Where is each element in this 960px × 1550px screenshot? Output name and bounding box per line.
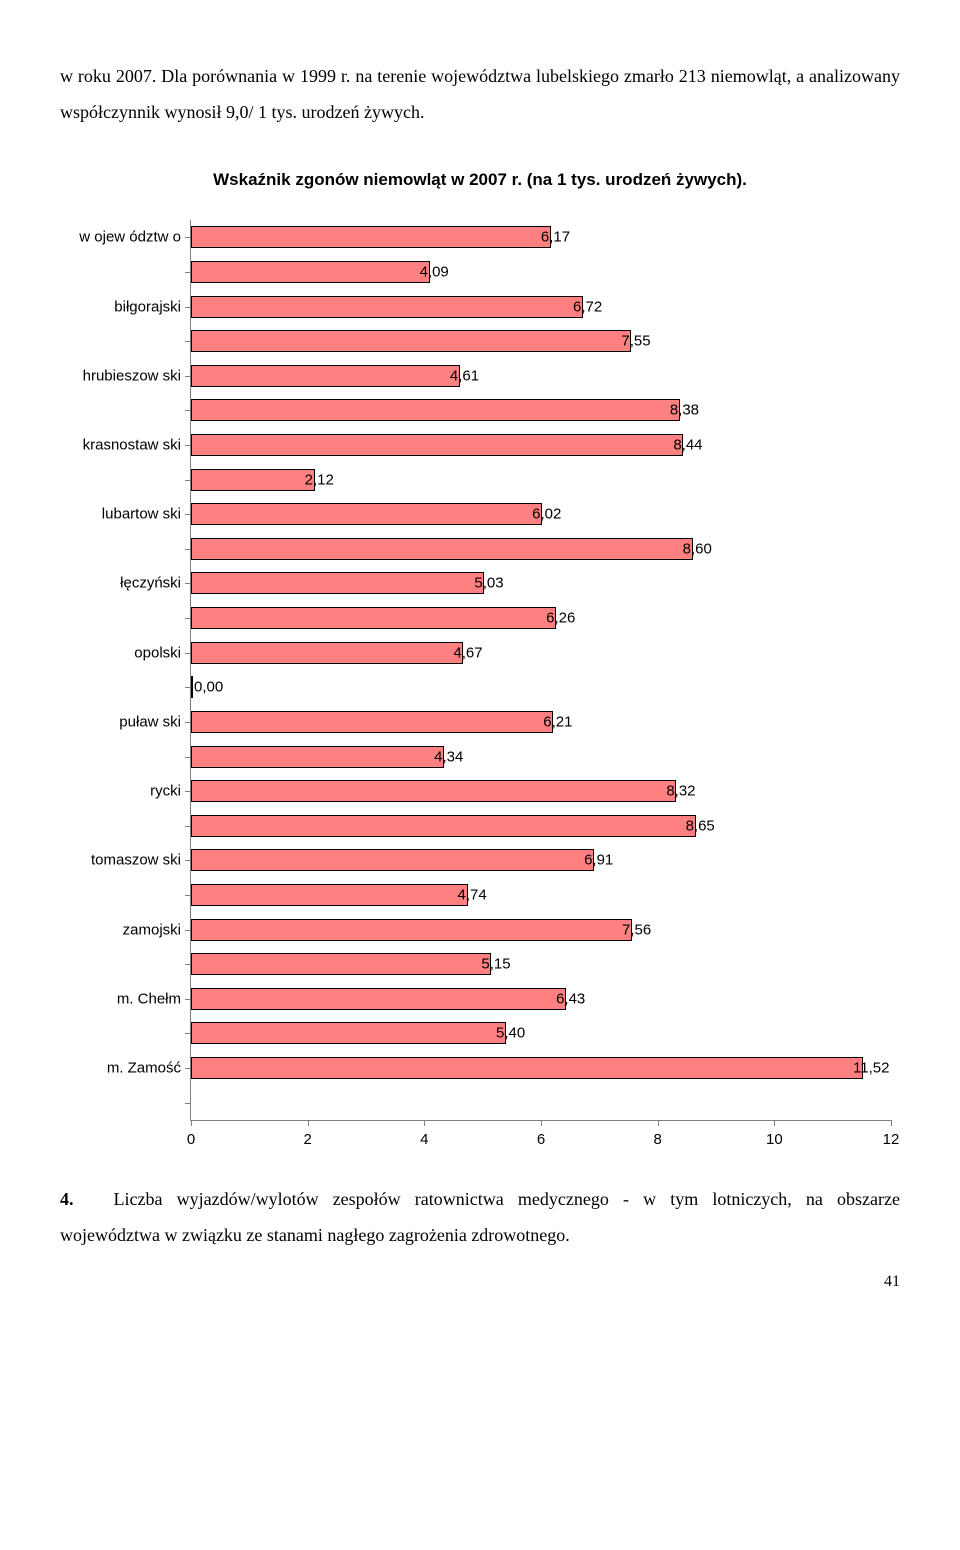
value-label: 5,15 [481, 956, 510, 973]
value-label: 8,44 [673, 437, 702, 454]
chart-plot-area: 024681012w ojew ództw o6,174,09biłgorajs… [190, 220, 891, 1121]
bar [191, 434, 683, 456]
category-label: rycki [61, 783, 181, 800]
bar [191, 746, 444, 768]
value-label: 6,21 [543, 713, 572, 730]
value-label: 8,65 [686, 817, 715, 834]
value-label: 6,91 [584, 852, 613, 869]
value-label: 8,60 [683, 540, 712, 557]
x-tick [308, 1120, 309, 1126]
bar [191, 503, 542, 525]
x-tick-label: 0 [187, 1131, 195, 1148]
bar [191, 330, 631, 352]
bar [191, 296, 583, 318]
chart-container: 024681012w ojew ództw o6,174,09biłgorajs… [60, 220, 900, 1121]
bar [191, 642, 463, 664]
category-label: biłgorajski [61, 298, 181, 315]
category-label: krasnostaw ski [61, 437, 181, 454]
value-label: 8,38 [670, 402, 699, 419]
category-label: w ojew ództw o [61, 229, 181, 246]
x-tick [774, 1120, 775, 1126]
bar [191, 780, 676, 802]
value-label: 6,72 [573, 298, 602, 315]
x-tick-label: 2 [303, 1131, 311, 1148]
value-label: 2,12 [305, 471, 334, 488]
category-label: m. Chełm [61, 990, 181, 1007]
y-tick [185, 1103, 191, 1104]
value-label: 4,34 [434, 748, 463, 765]
value-label: 7,56 [622, 921, 651, 938]
x-tick-label: 6 [537, 1131, 545, 1148]
value-label: 4,67 [453, 644, 482, 661]
x-tick [541, 1120, 542, 1126]
bar [191, 676, 193, 698]
outro-text: 4.Liczba wyjazdów/wylotów zespołów ratow… [60, 1181, 900, 1253]
x-tick [658, 1120, 659, 1126]
bar [191, 988, 566, 1010]
x-tick [891, 1120, 892, 1126]
outro-number: 4. [60, 1189, 74, 1209]
category-label: m. Zamość [61, 1060, 181, 1077]
value-label: 4,74 [458, 887, 487, 904]
page: w roku 2007. Dla porównania w 1999 r. na… [0, 0, 960, 1311]
value-label: 6,02 [532, 506, 561, 523]
category-label: puław ski [61, 713, 181, 730]
bar [191, 815, 696, 837]
category-label: lubartow ski [61, 506, 181, 523]
x-tick-label: 8 [653, 1131, 661, 1148]
value-label: 5,03 [474, 575, 503, 592]
category-label: hrubieszow ski [61, 367, 181, 384]
page-number: 41 [884, 1273, 900, 1291]
chart-title: Wskaźnik zgonów niemowląt w 2007 r. (na … [60, 170, 900, 190]
intro-text: w roku 2007. Dla porównania w 1999 r. na… [60, 58, 900, 130]
category-label: zamojski [61, 921, 181, 938]
bar [191, 1022, 506, 1044]
value-label: 8,32 [666, 783, 695, 800]
value-label: 6,17 [541, 229, 570, 246]
outro-body: Liczba wyjazdów/wylotów zespołów ratowni… [60, 1189, 900, 1245]
bar [191, 469, 315, 491]
category-label: opolski [61, 644, 181, 661]
bar [191, 399, 680, 421]
category-label: tomaszow ski [61, 852, 181, 869]
x-tick-label: 4 [420, 1131, 428, 1148]
value-label: 4,61 [450, 367, 479, 384]
value-label: 6,26 [546, 610, 575, 627]
bar [191, 884, 468, 906]
value-label: 7,55 [621, 333, 650, 350]
bar [191, 261, 430, 283]
bar [191, 953, 491, 975]
value-label: 6,43 [556, 990, 585, 1007]
bar [191, 711, 553, 733]
x-tick-label: 12 [883, 1131, 900, 1148]
bar [191, 919, 632, 941]
category-label: łęczyński [61, 575, 181, 592]
bar [191, 849, 594, 871]
bar [191, 572, 484, 594]
value-label: 4,09 [420, 263, 449, 280]
value-label: 5,40 [496, 1025, 525, 1042]
bar [191, 538, 693, 560]
bar [191, 607, 556, 629]
value-label: 11,52 [853, 1060, 889, 1077]
x-tick [424, 1120, 425, 1126]
bar [191, 365, 460, 387]
bar [191, 1057, 863, 1079]
x-tick-label: 10 [766, 1131, 783, 1148]
bar [191, 226, 551, 248]
x-tick [191, 1120, 192, 1126]
value-label: 0,00 [194, 679, 223, 696]
